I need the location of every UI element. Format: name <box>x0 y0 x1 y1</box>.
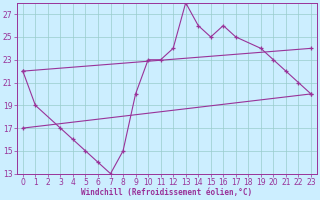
X-axis label: Windchill (Refroidissement éolien,°C): Windchill (Refroidissement éolien,°C) <box>81 188 252 197</box>
